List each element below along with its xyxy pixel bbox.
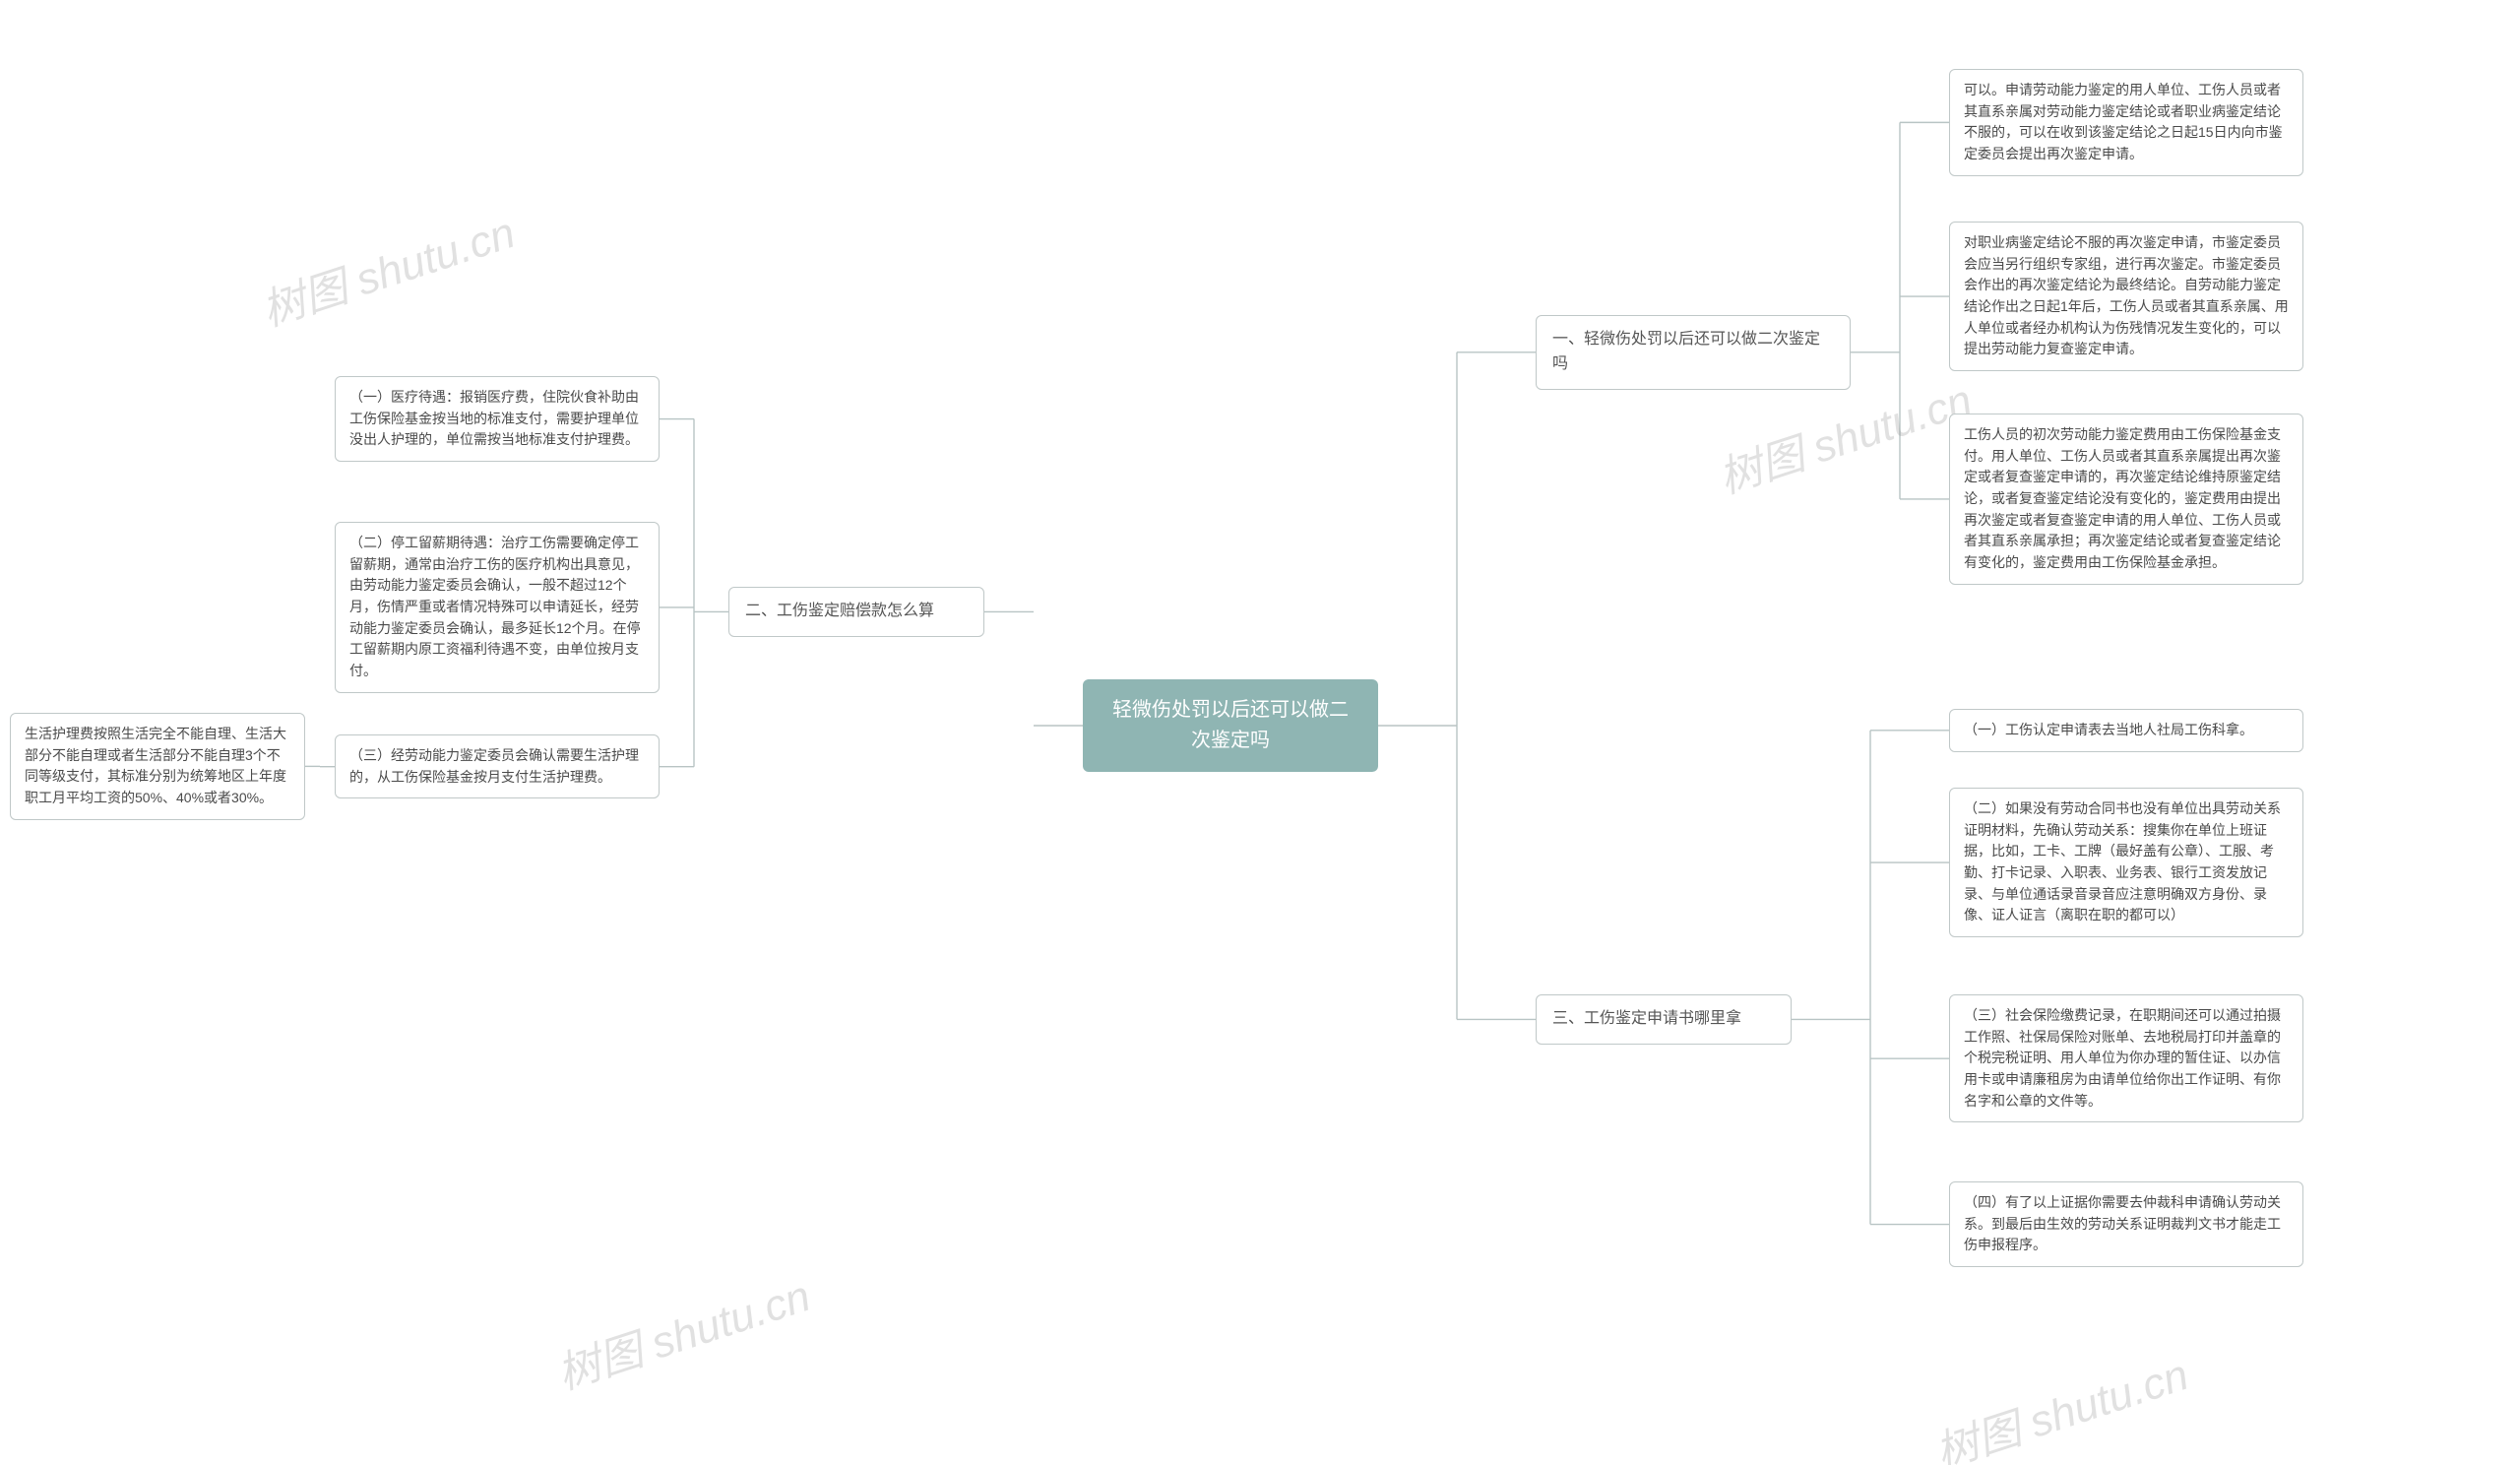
leaf-node: （四）有了以上证据你需要去仲裁科申请确认劳动关系。到最后由生效的劳动关系证明裁判… bbox=[1949, 1181, 2303, 1267]
leaf-node: 可以。申请劳动能力鉴定的用人单位、工伤人员或者其直系亲属对劳动能力鉴定结论或者职… bbox=[1949, 69, 2303, 176]
leaf-node: （一）工伤认定申请表去当地人社局工伤科拿。 bbox=[1949, 709, 2303, 752]
leaf-text: （二）如果没有劳动合同书也没有单位出具劳动关系证明材料，先确认劳动关系：搜集你在… bbox=[1964, 800, 2281, 923]
branch-node: 一、轻微伤处罚以后还可以做二次鉴定吗 bbox=[1536, 315, 1851, 390]
leaf-node: （三）社会保险缴费记录，在职期间还可以通过拍摄工作照、社保局保险对账单、去地税局… bbox=[1949, 994, 2303, 1122]
branch-label: 二、工伤鉴定赔偿款怎么算 bbox=[745, 603, 934, 619]
leaf-text: 对职业病鉴定结论不服的再次鉴定申请，市鉴定委员会应当另行组织专家组，进行再次鉴定… bbox=[1964, 234, 2289, 356]
leaf-text: 生活护理费按照生活完全不能自理、生活大部分不能自理或者生活部分不能自理3个不同等… bbox=[25, 726, 286, 805]
leaf-text: 可以。申请劳动能力鉴定的用人单位、工伤人员或者其直系亲属对劳动能力鉴定结论或者职… bbox=[1964, 82, 2283, 161]
leaf-text: （二）停工留薪期待遇：治疗工伤需要确定停工留薪期，通常由治疗工伤的医疗机构出具意… bbox=[349, 535, 641, 678]
branch-node: 三、工伤鉴定申请书哪里拿 bbox=[1536, 994, 1792, 1045]
leaf-text: （三）社会保险缴费记录，在职期间还可以通过拍摄工作照、社保局保险对账单、去地税局… bbox=[1964, 1007, 2281, 1109]
branch-label: 三、工伤鉴定申请书哪里拿 bbox=[1552, 1010, 1741, 1027]
leaf-text: （一）工伤认定申请表去当地人社局工伤科拿。 bbox=[1964, 722, 2253, 737]
leaf-node: （一）医疗待遇：报销医疗费，住院伙食补助由工伤保险基金按当地的标准支付，需要护理… bbox=[335, 376, 660, 462]
leaf-node: 工伤人员的初次劳动能力鉴定费用由工伤保险基金支付。用人单位、工伤人员或者其直系亲… bbox=[1949, 414, 2303, 585]
root-node: 轻微伤处罚以后还可以做二次鉴定吗 bbox=[1083, 679, 1378, 772]
leaf-text: 工伤人员的初次劳动能力鉴定费用由工伤保险基金支付。用人单位、工伤人员或者其直系亲… bbox=[1964, 426, 2281, 570]
leaf-node: （三）经劳动能力鉴定委员会确认需要生活护理的，从工伤保险基金按月支付生活护理费。 bbox=[335, 734, 660, 798]
watermark: 树图 shutu.cn bbox=[253, 197, 522, 338]
watermark: 树图 shutu.cn bbox=[1926, 1339, 2195, 1465]
leaf-text: （四）有了以上证据你需要去仲裁科申请确认劳动关系。到最后由生效的劳动关系证明裁判… bbox=[1964, 1194, 2281, 1252]
leaf-node: （二）停工留薪期待遇：治疗工伤需要确定停工留薪期，通常由治疗工伤的医疗机构出具意… bbox=[335, 522, 660, 693]
leaf-text: （三）经劳动能力鉴定委员会确认需要生活护理的，从工伤保险基金按月支付生活护理费。 bbox=[349, 747, 639, 785]
leaf-node: 对职业病鉴定结论不服的再次鉴定申请，市鉴定委员会应当另行组织专家组，进行再次鉴定… bbox=[1949, 222, 2303, 371]
root-node-text: 轻微伤处罚以后还可以做二次鉴定吗 bbox=[1112, 699, 1349, 751]
leaf-text: （一）医疗待遇：报销医疗费，住院伙食补助由工伤保险基金按当地的标准支付，需要护理… bbox=[349, 389, 639, 447]
leaf-node: 生活护理费按照生活完全不能自理、生活大部分不能自理或者生活部分不能自理3个不同等… bbox=[10, 713, 305, 820]
branch-label: 一、轻微伤处罚以后还可以做二次鉴定吗 bbox=[1552, 331, 1820, 372]
leaf-node: （二）如果没有劳动合同书也没有单位出具劳动关系证明材料，先确认劳动关系：搜集你在… bbox=[1949, 788, 2303, 937]
watermark: 树图 shutu.cn bbox=[548, 1260, 817, 1401]
branch-node: 二、工伤鉴定赔偿款怎么算 bbox=[728, 587, 984, 637]
